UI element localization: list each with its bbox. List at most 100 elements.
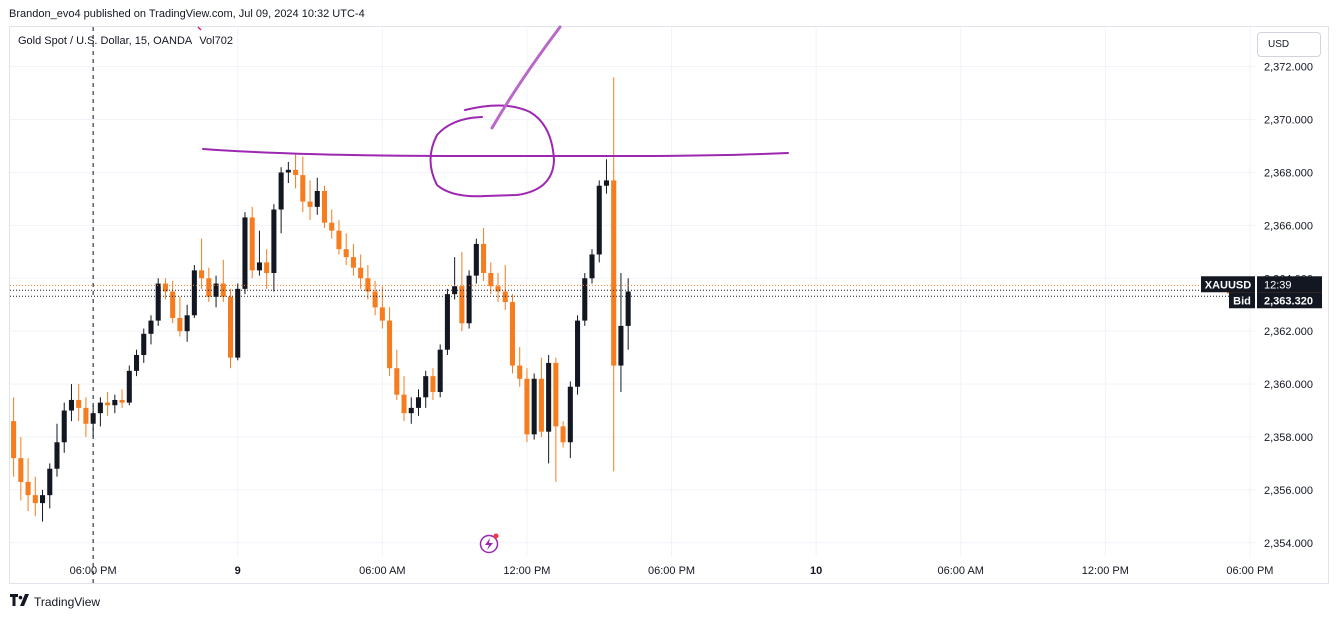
candle-body[interactable] [227, 296, 234, 358]
candle-body[interactable] [350, 257, 356, 268]
candle-body[interactable] [611, 180, 617, 366]
candle-body[interactable] [126, 370, 132, 403]
candle-body[interactable] [90, 413, 96, 424]
candle-body[interactable] [365, 278, 371, 292]
price-tick-label: 2,372.000 [1264, 62, 1313, 74]
candle-body[interactable] [473, 243, 479, 276]
candle-body[interactable] [76, 399, 82, 408]
candle-body[interactable] [343, 249, 349, 258]
candle-body[interactable] [148, 320, 154, 334]
candle-body[interactable] [567, 386, 573, 443]
candle-body[interactable] [278, 172, 284, 210]
candle-body[interactable] [582, 278, 588, 321]
tradingview-logo-icon [10, 594, 30, 609]
candle-body[interactable] [387, 320, 393, 369]
candle-body[interactable] [199, 270, 205, 279]
candle-body[interactable] [119, 399, 125, 403]
candle-body[interactable] [68, 399, 74, 411]
symbol-badge [1201, 276, 1255, 293]
candle-body[interactable] [40, 495, 46, 504]
candle-body[interactable] [307, 201, 313, 207]
time-tick-label: 06:00 AM [937, 565, 983, 577]
bid-value-badge [1257, 292, 1322, 309]
candle-body[interactable] [112, 399, 118, 406]
candle-body[interactable] [141, 333, 147, 355]
candle-body[interactable] [61, 410, 67, 443]
candle-body[interactable] [394, 368, 400, 395]
candle-body[interactable] [133, 354, 140, 371]
candle-body[interactable] [379, 307, 385, 321]
candle-body[interactable] [625, 291, 631, 326]
candle-body[interactable] [589, 254, 595, 279]
candle-body[interactable] [437, 349, 443, 393]
candle-body[interactable] [264, 262, 270, 273]
candle-body[interactable] [553, 362, 559, 427]
candle-body[interactable] [524, 378, 530, 435]
candle-body[interactable] [575, 320, 581, 387]
candle-body[interactable] [105, 402, 111, 406]
candle-body[interactable] [408, 407, 414, 414]
candle-body[interactable] [177, 317, 183, 332]
candle-body[interactable] [488, 272, 494, 287]
candle-body[interactable] [495, 286, 501, 292]
candle-body[interactable] [401, 394, 407, 414]
candle-body[interactable] [97, 402, 103, 414]
candle-body[interactable] [47, 468, 53, 496]
candle-body[interactable] [32, 495, 38, 504]
candle-body[interactable] [596, 185, 602, 255]
drawn-circle[interactable] [429, 104, 556, 198]
currency-button[interactable]: USD [1257, 32, 1321, 57]
candle-body[interactable] [11, 421, 17, 459]
candle-body[interactable] [459, 286, 465, 324]
candle-body[interactable] [517, 365, 523, 379]
candle-body[interactable] [423, 376, 429, 398]
candle-body[interactable] [546, 362, 552, 432]
candle-body[interactable] [213, 283, 219, 297]
drawn-arrow[interactable] [490, 25, 562, 130]
candle-body[interactable] [329, 222, 335, 231]
bid-label-badge [1229, 292, 1255, 309]
footer-brand: TradingView [10, 594, 100, 609]
candle-body[interactable] [430, 376, 436, 393]
candle-body[interactable] [509, 302, 516, 366]
candle-body[interactable] [603, 180, 610, 186]
candle-body[interactable] [184, 315, 190, 332]
candle-body[interactable] [336, 230, 342, 250]
candle-body[interactable] [170, 291, 176, 318]
candle-body[interactable] [358, 267, 364, 279]
candle-body[interactable] [256, 262, 262, 271]
candle-body[interactable] [271, 209, 277, 273]
candle-body[interactable] [481, 243, 487, 273]
candle-body[interactable] [242, 217, 248, 289]
candle-body[interactable] [54, 442, 60, 469]
candle-body[interactable] [314, 190, 320, 207]
candle-body[interactable] [249, 217, 255, 271]
candle-body[interactable] [191, 270, 197, 316]
candle-body[interactable] [293, 169, 299, 176]
candle-body[interactable] [618, 325, 624, 366]
candle-body[interactable] [235, 288, 241, 358]
chart-legend: Gold Spot / U.S. Dollar, 15, OANDA Vol70… [18, 35, 237, 47]
price-tick-label: 2,356.000 [1264, 485, 1313, 497]
price-tick-label: 2,354.000 [1264, 538, 1313, 550]
candle-body[interactable] [415, 397, 422, 408]
candle-body[interactable] [206, 278, 212, 297]
candle-body[interactable] [285, 169, 291, 173]
candle-body[interactable] [162, 283, 168, 292]
candle-body[interactable] [444, 294, 450, 350]
candle-body[interactable] [538, 378, 544, 432]
candle-body[interactable] [83, 407, 89, 424]
candle-body[interactable] [372, 291, 378, 308]
drawn-horizontal-line[interactable] [202, 148, 789, 157]
candle-body[interactable] [25, 481, 31, 496]
candle-body[interactable] [466, 275, 472, 324]
candle-body[interactable] [502, 291, 508, 303]
candle-body[interactable] [300, 175, 306, 202]
candle-body[interactable] [531, 378, 537, 435]
candle-body[interactable] [560, 426, 566, 443]
candle-body[interactable] [321, 190, 328, 223]
candle-body[interactable] [155, 283, 161, 321]
candle-body[interactable] [18, 458, 24, 482]
